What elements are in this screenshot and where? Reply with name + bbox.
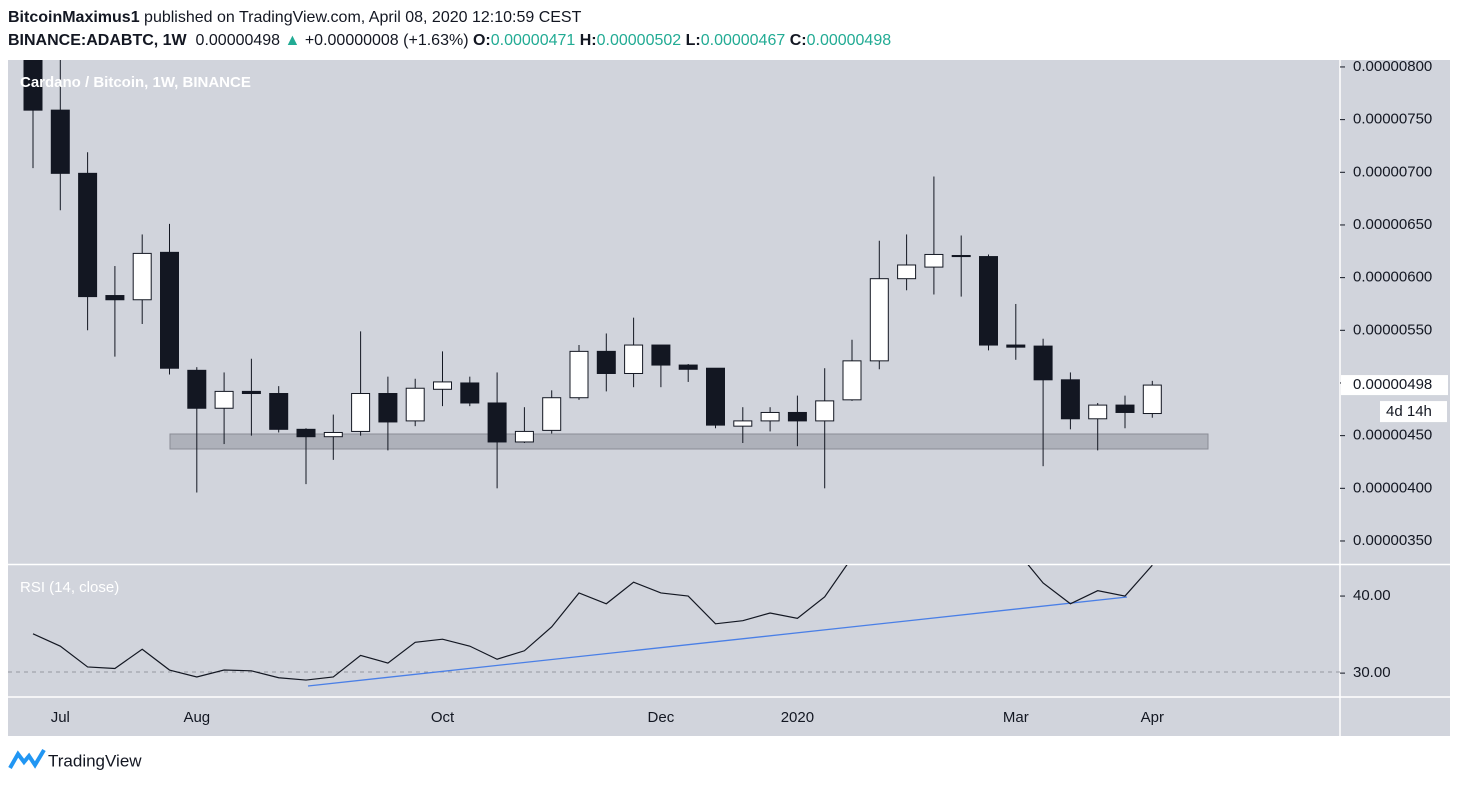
rsi-title: RSI (14, close) — [20, 579, 119, 596]
candle-body — [897, 264, 917, 280]
candle-body — [460, 382, 480, 404]
price-pane — [23, 60, 1162, 493]
candle-body — [132, 252, 152, 301]
y-tick-label: 0.00000700 — [1353, 163, 1432, 180]
arrow: ▲ — [284, 32, 301, 49]
candle-body — [296, 428, 316, 438]
y-tick-label: 0.00000400 — [1353, 479, 1432, 496]
candle-body — [1006, 344, 1026, 348]
candle-body — [78, 172, 98, 298]
x-tick-label: Aug — [183, 709, 210, 726]
candle-body — [405, 387, 425, 422]
candle-body — [869, 278, 889, 362]
chart-title: Cardano / Bitcoin, 1W, BINANCE — [20, 74, 251, 91]
candle-body — [50, 109, 70, 174]
open: 0.00000471 — [490, 32, 576, 49]
candle-body — [678, 364, 698, 370]
candle-body — [1060, 379, 1080, 420]
change: +0.00000008 (+1.63%) — [304, 32, 469, 49]
candle-body — [514, 430, 534, 443]
symbol: BINANCE:ADABTC, 1W — [8, 32, 187, 49]
support-zone — [169, 433, 1209, 450]
y-tick-label: 0.00000650 — [1353, 216, 1432, 233]
y-tick-label: 0.00000800 — [1353, 58, 1432, 75]
candle-body — [1142, 384, 1162, 415]
y-tick-label: 30.00 — [1353, 664, 1391, 681]
candle-body — [269, 393, 289, 430]
x-tick-label: Oct — [431, 709, 455, 726]
candle-body — [214, 390, 234, 409]
last-price-label: 0.00000498 — [1353, 376, 1432, 393]
published: published on TradingView.com, April 08, … — [144, 9, 582, 26]
candle-body — [187, 369, 207, 409]
candle-body — [787, 411, 807, 422]
chart-background — [8, 60, 1450, 736]
candle-body — [760, 411, 780, 422]
x-tick-label: Jul — [51, 709, 70, 726]
logo-icon — [8, 748, 46, 769]
y-tick-label: 0.00000750 — [1353, 111, 1432, 128]
y-tick-label: 0.00000350 — [1353, 532, 1432, 549]
candle-body — [596, 350, 616, 374]
candle-body — [842, 360, 862, 401]
header-line: BitcoinMaximus1 published on TradingView… — [8, 6, 891, 29]
candle-body — [487, 402, 507, 443]
candle-body — [378, 393, 398, 423]
o-label: O: — [472, 32, 491, 49]
candle-body — [241, 390, 261, 395]
header: BitcoinMaximus1 published on TradingView… — [8, 6, 891, 52]
countdown: 4d 14h — [1386, 403, 1432, 420]
candle-body — [733, 420, 753, 427]
candle-body — [351, 393, 371, 432]
countdown-box — [1380, 401, 1447, 423]
x-tick-label: 2020 — [781, 709, 814, 726]
y-tick-label: 0.00000550 — [1353, 321, 1432, 338]
header-line: BINANCE:ADABTC, 1W 0.00000498 ▲ +0.00000… — [8, 29, 891, 52]
y-tick-label: 0.00000600 — [1353, 269, 1432, 286]
x-tick-label: Mar — [1003, 709, 1029, 726]
candle-body — [706, 367, 725, 426]
candle-body — [815, 400, 835, 422]
c-label: C: — [789, 32, 807, 49]
candle-body — [105, 295, 125, 301]
h-label: H: — [579, 32, 597, 49]
rsi-line — [32, 565, 1153, 681]
y-tick-label: 40.00 — [1353, 587, 1391, 604]
x-tick-label: Dec — [648, 709, 675, 726]
candle-body — [569, 350, 589, 399]
candle-body — [433, 381, 452, 390]
candle-body — [651, 344, 671, 366]
candle-body — [542, 397, 562, 431]
last-price-box — [1341, 375, 1448, 396]
x-tick-label: Apr — [1141, 709, 1164, 726]
candle-body — [979, 256, 998, 346]
candle-body — [1088, 404, 1108, 420]
rsi-pane — [32, 565, 1153, 687]
close: 0.00000498 — [806, 32, 892, 49]
candle-body — [323, 431, 343, 438]
candle-body — [23, 60, 43, 111]
high: 0.00000502 — [596, 32, 682, 49]
candle-body — [951, 255, 971, 258]
author: BitcoinMaximus1 — [8, 9, 140, 26]
candle-body — [160, 251, 179, 369]
l-label: L: — [685, 32, 701, 49]
candle-body — [924, 253, 944, 268]
candle-body — [1033, 345, 1053, 381]
trendline — [307, 596, 1128, 687]
price: 0.00000498 — [195, 32, 281, 49]
brand: TradingView — [48, 751, 142, 770]
candle-body — [1115, 404, 1135, 413]
axes: 0.000003500.000004000.000004500.00000500… — [51, 58, 1448, 726]
candle-body — [624, 344, 644, 374]
low: 0.00000467 — [700, 32, 786, 49]
y-tick-label: 0.00000450 — [1353, 427, 1432, 444]
